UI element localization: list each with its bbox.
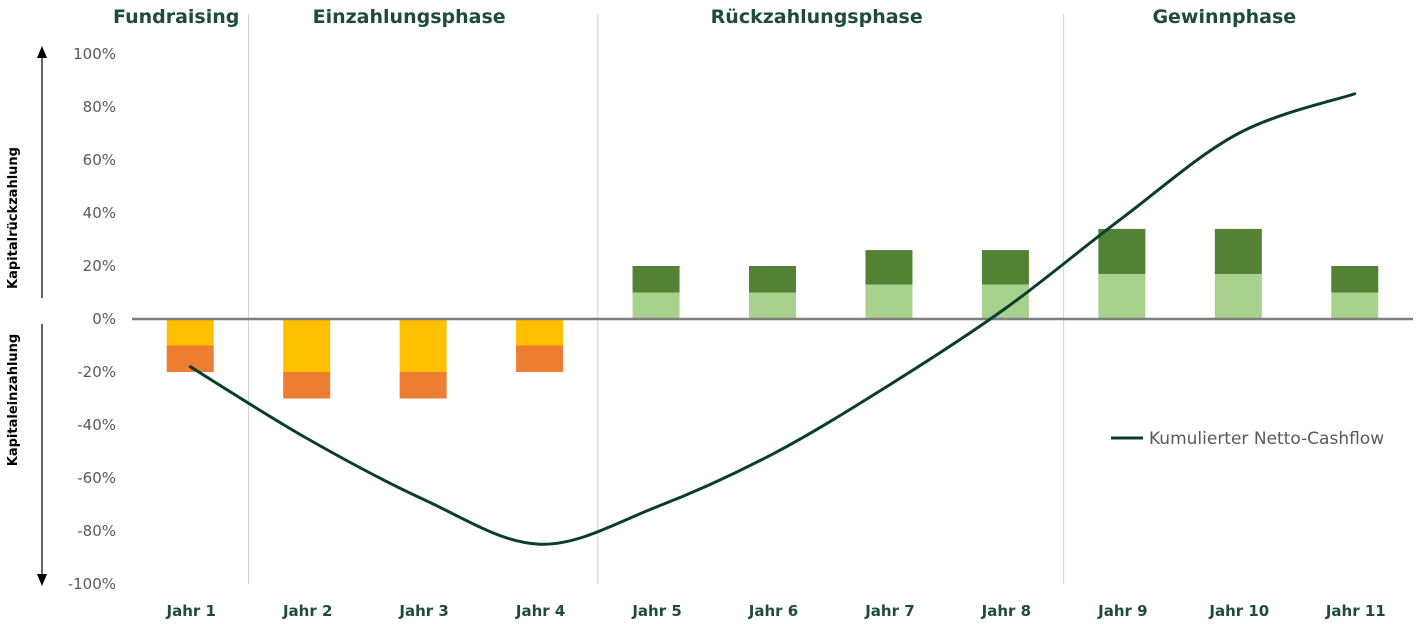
x-tick-label: Jahr 1 [166,602,216,620]
series-line-kumulierter-netto-cashflow [188,92,1357,546]
y-tick-label: 20% [83,257,116,275]
y-tick-label: 40% [83,204,116,222]
bar-segment-payout_bottom [865,284,913,319]
y-tick-label: -20% [77,363,116,381]
x-tick-label: Jahr 2 [282,602,332,620]
bar-segment-payout_bottom [981,284,1029,319]
bar-segment-payout_bottom [1214,273,1262,319]
bar-segment-payout_bottom [632,292,680,319]
phase-label: Rückzahlungsphase [711,6,923,28]
bar-segment-payin_bottom [399,372,447,399]
y-tick-label: 80% [83,98,116,116]
bar-segment-payout_top [865,250,913,285]
y-tick-label: -100% [68,575,116,593]
bar-segment-payin_top [166,319,214,346]
x-tick-label: Jahr 4 [515,602,565,620]
x-tick-label: Jahr 8 [981,602,1031,620]
x-tick-label: Jahr 11 [1325,602,1386,620]
bar-segment-payout_bottom [1331,292,1379,319]
y-axis-title-lower: Kapitaleinzahlung [6,334,21,466]
y-tick-label: -80% [77,522,116,540]
y-tick-label: 100% [73,45,116,63]
arrow-up-icon [37,46,47,58]
bar-segment-payout_top [749,266,796,293]
bar-segment-payout_top [1331,266,1379,293]
bar-segment-payin_bottom [516,345,564,372]
x-tick-label: Jahr 6 [748,602,798,620]
arrow-down-icon [37,574,47,586]
y-axis-title-upper: Kapitalrückzahlung [6,147,21,289]
phase-label: Gewinnphase [1152,6,1296,28]
legend-label: Kumulierter Netto-Cashflow [1149,429,1384,449]
phase-label: Einzahlungsphase [313,6,506,28]
x-tick-label: Jahr 3 [398,602,448,620]
bar-segment-payin_top [399,319,447,372]
x-tick-label: Jahr 7 [864,602,914,620]
x-tick-label: Jahr 5 [631,602,681,620]
bar-segment-payout_top [1214,228,1262,274]
phase-label: Fundraising [113,6,239,28]
bar-segment-payout_top [981,250,1029,285]
y-tick-label: 60% [83,151,116,169]
y-tick-label: -60% [77,469,116,487]
y-tick-label: 0% [92,310,116,328]
y-tick-label: -40% [77,416,116,434]
bar-segment-payin_top [516,319,564,346]
bar-segment-payin_bottom [283,372,331,399]
x-tick-label: Jahr 9 [1097,602,1147,620]
bar-segment-payin_top [283,319,331,372]
x-tick-label: Jahr 10 [1208,602,1269,620]
bar-segment-payout_top [1098,228,1146,274]
bar-segment-payout_bottom [1098,273,1146,319]
bar-segment-payout_bottom [749,292,796,319]
bar-segment-payout_top [632,266,680,293]
